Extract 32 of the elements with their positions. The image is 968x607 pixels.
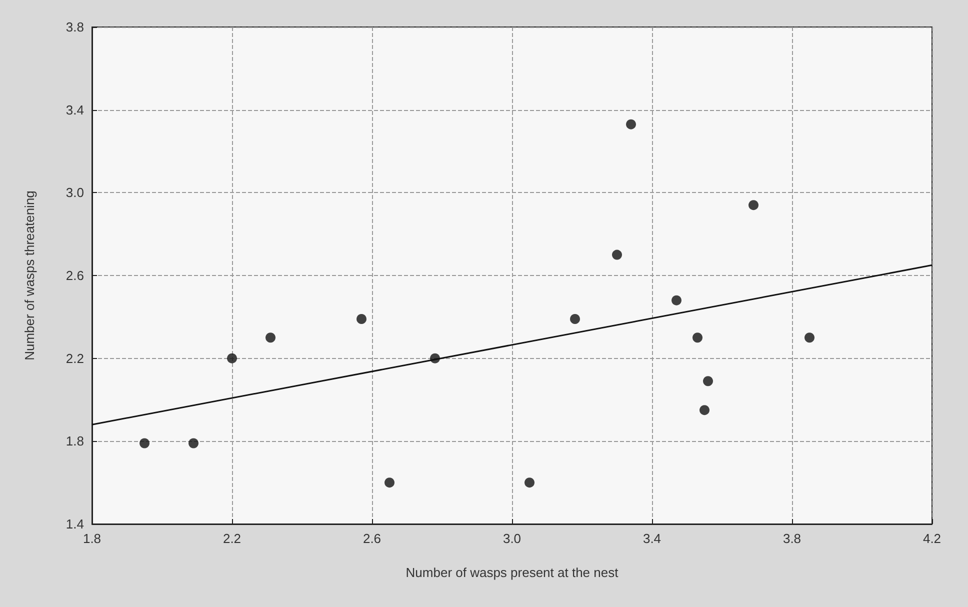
y-tick-label: 3.0	[66, 185, 84, 200]
point	[748, 200, 758, 210]
x-tick-label: 3.4	[642, 531, 662, 546]
y-tick-label: 3.4	[66, 102, 84, 118]
point	[700, 405, 710, 416]
y-tick-label: 2.2	[66, 350, 84, 366]
point	[227, 353, 237, 364]
x-axis-title: Number of wasps present at the nest	[406, 565, 619, 580]
y-tick-label: 2.6	[66, 268, 84, 283]
point	[692, 332, 702, 343]
y-axis-title: Number of wasps threatening	[22, 190, 37, 360]
y-tick-label: 1.4	[66, 516, 84, 532]
point	[140, 438, 150, 448]
point	[612, 250, 622, 260]
point	[626, 119, 636, 130]
point	[384, 478, 394, 488]
point	[524, 478, 534, 488]
point	[672, 295, 682, 306]
y-tick-label: 3.8	[66, 20, 84, 34]
x-tick-label: 4.2	[922, 531, 942, 546]
x-tick-label: 1.8	[82, 531, 102, 546]
point	[804, 332, 814, 343]
x-tick-label: 3.0	[502, 531, 522, 546]
x-tick-label: 2.6	[362, 531, 382, 546]
y-tick-label: 1.8	[66, 434, 84, 449]
x-tick-label: 3.8	[782, 531, 802, 546]
x-tick-label: 2.2	[222, 531, 242, 546]
point	[188, 438, 198, 448]
point	[266, 332, 276, 343]
point	[356, 314, 366, 324]
point	[570, 314, 580, 324]
point	[703, 376, 713, 386]
